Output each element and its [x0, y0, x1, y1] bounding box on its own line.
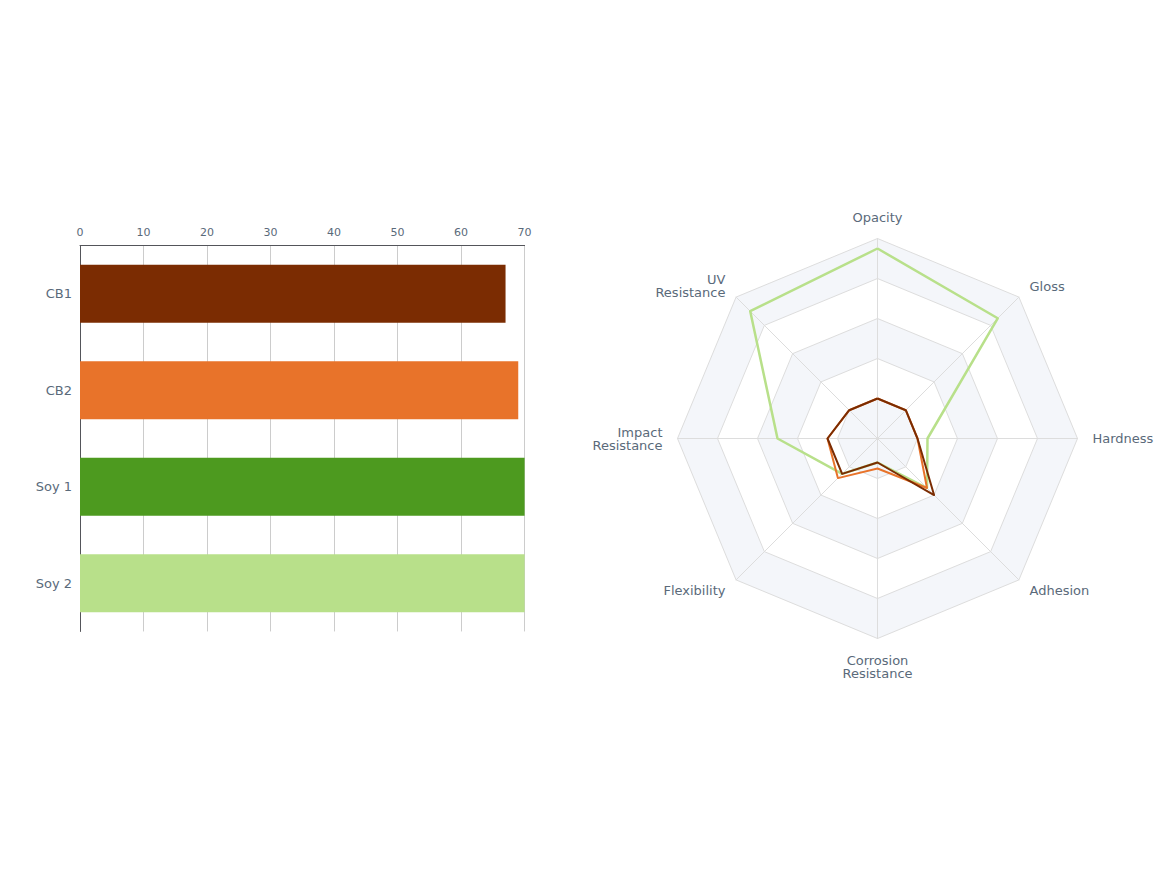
svg-text:UV: UV	[707, 272, 726, 288]
svg-text:Resistance: Resistance	[655, 285, 725, 300]
svg-text:40: 40	[327, 226, 341, 239]
svg-text:60: 60	[454, 226, 468, 239]
svg-text:Flexibility: Flexibility	[663, 583, 725, 598]
svg-text:70: 70	[518, 226, 532, 239]
svg-text:50: 50	[391, 226, 405, 239]
svg-text:Adhesion: Adhesion	[1030, 583, 1090, 598]
svg-text:20: 20	[200, 226, 214, 239]
svg-text:CB2: CB2	[46, 383, 72, 398]
svg-text:0: 0	[77, 226, 84, 239]
svg-text:30: 30	[264, 226, 278, 239]
svg-text:Soy 2: Soy 2	[36, 576, 72, 591]
svg-text:Opacity: Opacity	[852, 210, 902, 225]
svg-text:Resistance: Resistance	[842, 666, 912, 681]
svg-text:Gloss: Gloss	[1030, 279, 1065, 294]
svg-text:Resistance: Resistance	[592, 438, 662, 453]
svg-text:10: 10	[137, 226, 151, 239]
svg-text:CB1: CB1	[46, 286, 72, 301]
svg-text:Impact: Impact	[617, 424, 663, 440]
svg-text:Soy 1: Soy 1	[36, 479, 72, 494]
svg-text:Corrosion: Corrosion	[846, 652, 909, 668]
svg-text:Hardness: Hardness	[1093, 431, 1154, 446]
